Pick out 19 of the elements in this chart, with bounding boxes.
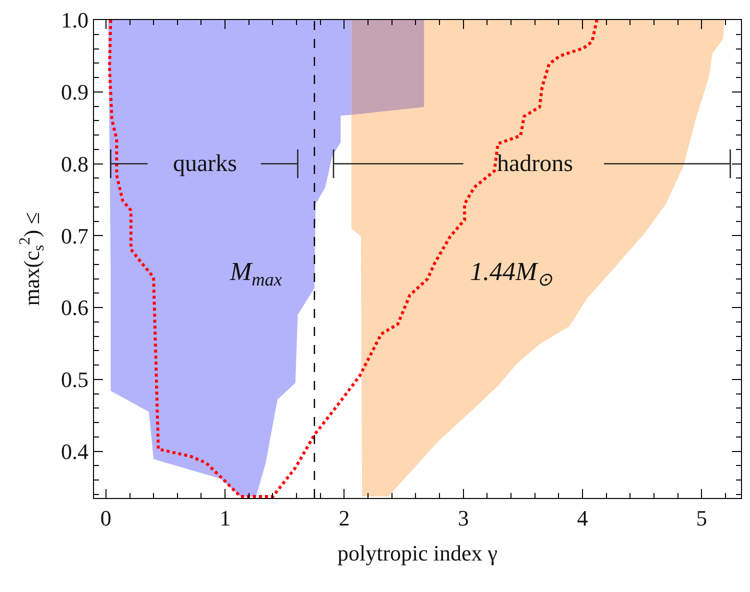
- x-tick-label: 2: [338, 506, 350, 530]
- annotation: M$_{max}$: [229, 257, 282, 290]
- y-tick-label: 0.4: [61, 438, 88, 464]
- series-label: quarks: [173, 151, 237, 177]
- x-axis-title: polytropic index γ: [337, 540, 498, 566]
- y-tick-label: 0.5: [61, 367, 88, 392]
- x-tick-label: 3: [458, 506, 469, 530]
- y-tick-label: 0.9: [61, 80, 88, 105]
- x-tick-label: 0: [100, 506, 112, 530]
- y-tick-label: 1.0: [61, 8, 88, 33]
- y-tick-label: 0.7: [61, 223, 88, 248]
- x-tick-label: 4: [577, 506, 588, 530]
- annotation: 1.44M$_{⊙}$: [470, 257, 554, 290]
- series-label: hadrons: [497, 151, 573, 177]
- y-tick-label: 0.8: [61, 151, 88, 176]
- x-tick-label: 1: [220, 506, 231, 530]
- x-tick-label: 5: [696, 506, 708, 530]
- y-tick-label: 0.6: [61, 295, 88, 320]
- line-series: [108, 20, 598, 498]
